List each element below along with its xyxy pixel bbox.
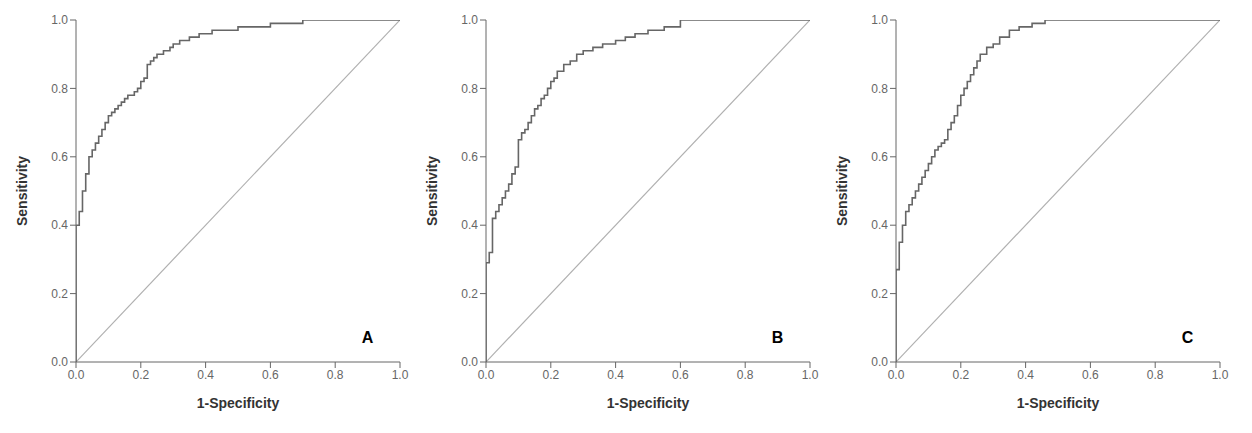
svg-text:0.8: 0.8 <box>327 368 344 382</box>
svg-text:0.2: 0.2 <box>461 287 478 301</box>
svg-text:0.0: 0.0 <box>68 368 85 382</box>
svg-text:0.8: 0.8 <box>51 82 68 96</box>
svg-text:0.2: 0.2 <box>952 368 969 382</box>
svg-text:0.6: 0.6 <box>262 368 279 382</box>
svg-text:0.2: 0.2 <box>51 287 68 301</box>
svg-text:0.6: 0.6 <box>51 150 68 164</box>
svg-text:0.2: 0.2 <box>542 368 559 382</box>
svg-text:1.0: 1.0 <box>461 13 478 27</box>
svg-text:0.4: 0.4 <box>461 218 478 232</box>
svg-text:A: A <box>362 329 374 346</box>
svg-text:0.4: 0.4 <box>871 218 888 232</box>
svg-text:0.0: 0.0 <box>871 355 888 369</box>
svg-text:0.4: 0.4 <box>197 368 214 382</box>
svg-text:1-Specificity: 1-Specificity <box>197 395 280 411</box>
svg-text:0.8: 0.8 <box>871 82 888 96</box>
svg-text:1-Specificity: 1-Specificity <box>607 395 690 411</box>
svg-text:0.4: 0.4 <box>1017 368 1034 382</box>
svg-text:Sensitivity: Sensitivity <box>834 156 850 226</box>
svg-text:1.0: 1.0 <box>51 13 68 27</box>
svg-text:0.8: 0.8 <box>461 82 478 96</box>
svg-text:0.6: 0.6 <box>1082 368 1099 382</box>
svg-text:1.0: 1.0 <box>802 368 819 382</box>
svg-text:0.2: 0.2 <box>871 287 888 301</box>
svg-text:0.8: 0.8 <box>737 368 754 382</box>
svg-text:0.4: 0.4 <box>607 368 624 382</box>
svg-text:0.8: 0.8 <box>1147 368 1164 382</box>
svg-text:0.6: 0.6 <box>672 368 689 382</box>
svg-text:0.0: 0.0 <box>478 368 495 382</box>
svg-text:1-Specificity: 1-Specificity <box>1017 395 1100 411</box>
svg-text:0.0: 0.0 <box>888 368 905 382</box>
svg-text:0.2: 0.2 <box>132 368 149 382</box>
svg-text:Sensitivity: Sensitivity <box>424 156 440 226</box>
svg-text:Sensitivity: Sensitivity <box>14 156 30 226</box>
svg-text:1.0: 1.0 <box>392 368 409 382</box>
svg-text:0.0: 0.0 <box>51 355 68 369</box>
svg-text:B: B <box>772 329 784 346</box>
svg-text:0.6: 0.6 <box>461 150 478 164</box>
svg-text:C: C <box>1182 329 1194 346</box>
svg-text:0.4: 0.4 <box>51 218 68 232</box>
svg-text:0.0: 0.0 <box>461 355 478 369</box>
svg-text:1.0: 1.0 <box>871 13 888 27</box>
svg-text:1.0: 1.0 <box>1212 368 1229 382</box>
svg-text:0.6: 0.6 <box>871 150 888 164</box>
